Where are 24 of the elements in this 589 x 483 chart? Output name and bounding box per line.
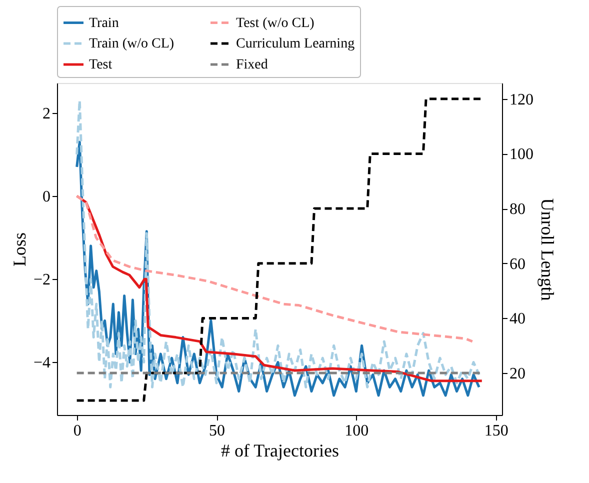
y2-axis-title: Unroll Length [538,198,558,301]
y2-tick-label: 80 [510,201,526,218]
y-axis-title: Loss [9,232,30,267]
line-series [76,194,474,343]
y-tick-label: 0 [42,188,50,206]
y2-tick-label: 100 [510,146,534,164]
legend-label: Test (w/o CL) [236,16,315,31]
x-axis-title: # of Trajectories [221,440,339,460]
legend-label: Test [89,58,112,72]
y-tick-label: 2 [42,105,50,122]
y2-tick-label: 40 [510,310,526,328]
y2-tick-label: 60 [510,256,526,273]
y-tick-label: −2 [33,272,50,289]
x-tick-label: 150 [484,422,508,440]
y2-tick-label: 120 [510,91,534,108]
legend-label: Train [89,16,119,31]
legend-label: Train (w/o CL) [89,36,174,52]
y-tick-label: −4 [33,354,50,372]
x-tick-label: 0 [73,422,82,440]
legend-label: Fixed [236,58,268,72]
legend-label: Curriculum Learning [236,36,355,52]
x-tick-label: 100 [344,422,369,440]
y2-tick-label: 20 [510,366,526,383]
x-tick-label: 50 [209,422,226,440]
